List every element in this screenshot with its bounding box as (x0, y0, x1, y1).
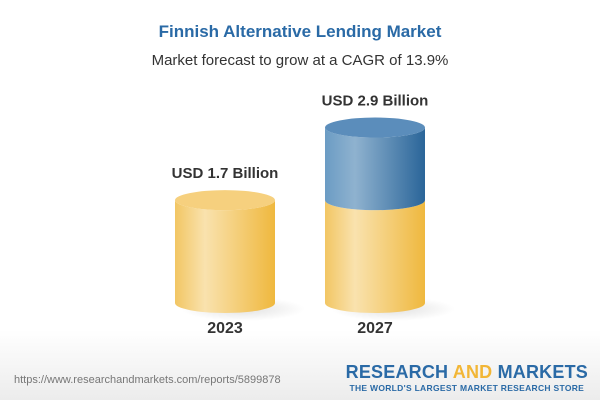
cylinder-top (175, 190, 275, 211)
chart-title: Finnish Alternative Lending Market (158, 22, 442, 41)
research-and-markets-logo: RESEARCH AND MARKETS THE WORLD'S LARGEST… (345, 362, 588, 393)
source-url[interactable]: https://www.researchandmarkets.com/repor… (14, 374, 281, 386)
cylinder-base-segment (325, 200, 425, 313)
chart-subtitle: Market forecast to grow at a CAGR of 13.… (151, 52, 449, 69)
category-label: 2027 (357, 320, 393, 337)
category-label: 2023 (207, 320, 243, 337)
cylinder-growth-segment (325, 127, 425, 211)
data-label: USD 1.7 Billion (172, 165, 279, 182)
cylinder-top (325, 117, 425, 138)
data-label: USD 2.9 Billion (322, 93, 429, 110)
cylinder-base-segment (175, 200, 275, 313)
